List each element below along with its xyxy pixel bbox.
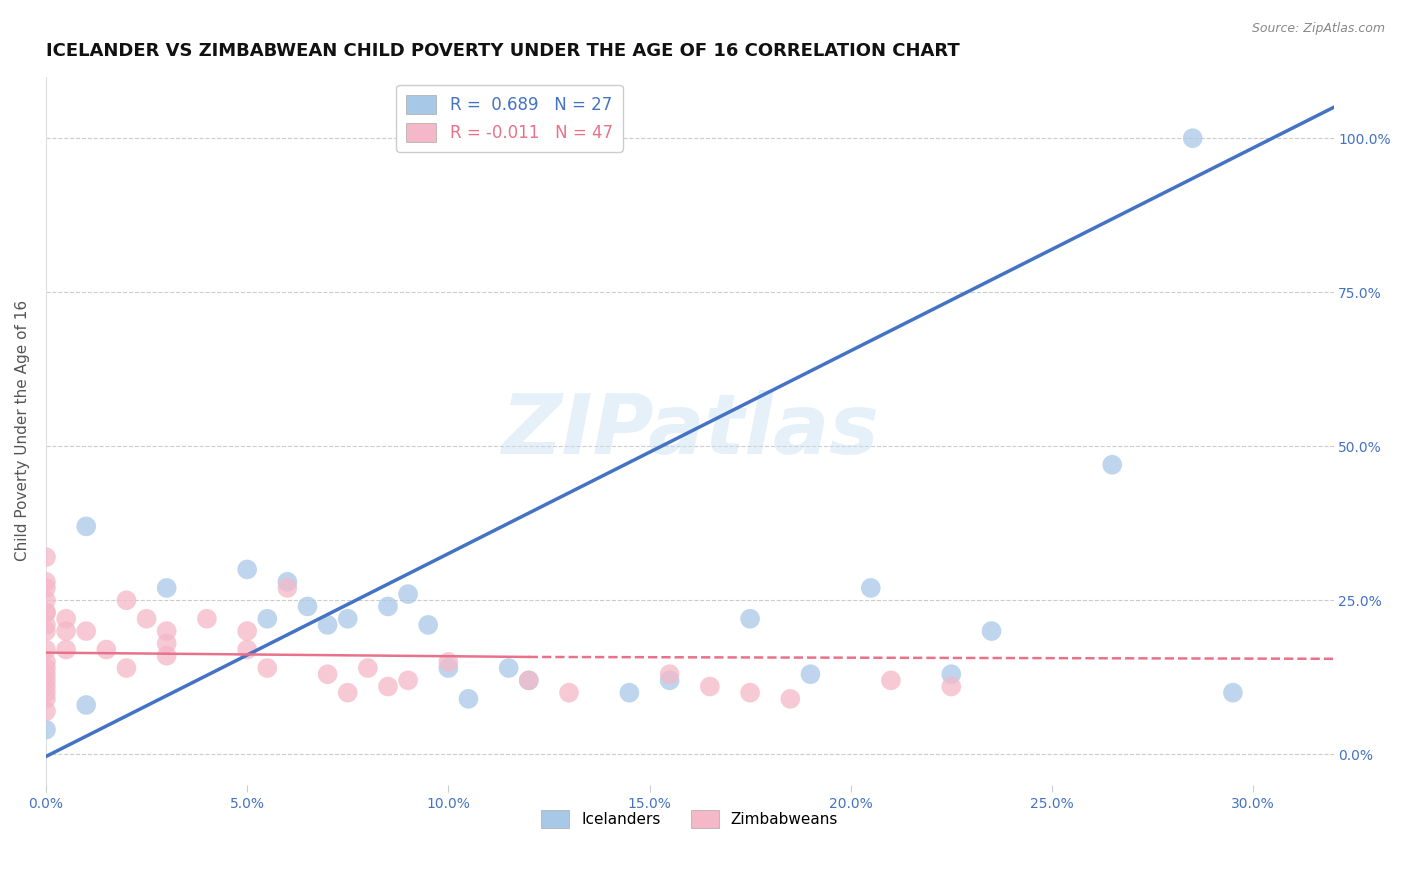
- Point: [316, 667, 339, 681]
- Point: [236, 562, 259, 576]
- Y-axis label: Child Poverty Under the Age of 16: Child Poverty Under the Age of 16: [15, 301, 30, 561]
- Point: [115, 593, 138, 607]
- Point: [738, 686, 761, 700]
- Point: [396, 673, 419, 688]
- Point: [35, 655, 58, 669]
- Point: [35, 723, 58, 737]
- Point: [276, 581, 298, 595]
- Point: [156, 648, 179, 663]
- Point: [336, 686, 359, 700]
- Point: [35, 673, 58, 688]
- Point: [336, 612, 359, 626]
- Point: [256, 661, 278, 675]
- Point: [437, 661, 460, 675]
- Point: [377, 680, 399, 694]
- Point: [779, 691, 801, 706]
- Point: [418, 618, 440, 632]
- Point: [35, 574, 58, 589]
- Point: [156, 636, 179, 650]
- Point: [377, 599, 399, 614]
- Point: [55, 642, 77, 657]
- Point: [156, 581, 179, 595]
- Point: [517, 673, 540, 688]
- Point: [558, 686, 581, 700]
- Point: [35, 550, 58, 565]
- Point: [135, 612, 157, 626]
- Point: [35, 618, 58, 632]
- Point: [1101, 458, 1123, 472]
- Point: [35, 593, 58, 607]
- Point: [35, 680, 58, 694]
- Point: [96, 642, 118, 657]
- Point: [619, 686, 641, 700]
- Point: [75, 698, 97, 712]
- Point: [35, 642, 58, 657]
- Point: [316, 618, 339, 632]
- Point: [457, 691, 479, 706]
- Point: [35, 581, 58, 595]
- Point: [35, 704, 58, 718]
- Point: [1222, 686, 1244, 700]
- Point: [35, 606, 58, 620]
- Text: ICELANDER VS ZIMBABWEAN CHILD POVERTY UNDER THE AGE OF 16 CORRELATION CHART: ICELANDER VS ZIMBABWEAN CHILD POVERTY UN…: [46, 42, 960, 60]
- Point: [658, 667, 681, 681]
- Point: [35, 624, 58, 638]
- Point: [256, 612, 278, 626]
- Point: [437, 655, 460, 669]
- Point: [859, 581, 882, 595]
- Point: [35, 686, 58, 700]
- Point: [517, 673, 540, 688]
- Point: [357, 661, 380, 675]
- Point: [55, 612, 77, 626]
- Point: [195, 612, 218, 626]
- Point: [738, 612, 761, 626]
- Point: [941, 680, 963, 694]
- Point: [658, 673, 681, 688]
- Point: [396, 587, 419, 601]
- Point: [115, 661, 138, 675]
- Text: ZIPatlas: ZIPatlas: [501, 391, 879, 471]
- Point: [1181, 131, 1204, 145]
- Point: [35, 606, 58, 620]
- Legend: Icelanders, Zimbabweans: Icelanders, Zimbabweans: [536, 805, 844, 834]
- Point: [75, 519, 97, 533]
- Point: [156, 624, 179, 638]
- Text: Source: ZipAtlas.com: Source: ZipAtlas.com: [1251, 22, 1385, 36]
- Point: [35, 661, 58, 675]
- Point: [699, 680, 721, 694]
- Point: [880, 673, 903, 688]
- Point: [297, 599, 319, 614]
- Point: [35, 691, 58, 706]
- Point: [498, 661, 520, 675]
- Point: [55, 624, 77, 638]
- Point: [75, 624, 97, 638]
- Point: [799, 667, 821, 681]
- Point: [35, 667, 58, 681]
- Point: [980, 624, 1002, 638]
- Point: [941, 667, 963, 681]
- Point: [276, 574, 298, 589]
- Point: [236, 642, 259, 657]
- Point: [236, 624, 259, 638]
